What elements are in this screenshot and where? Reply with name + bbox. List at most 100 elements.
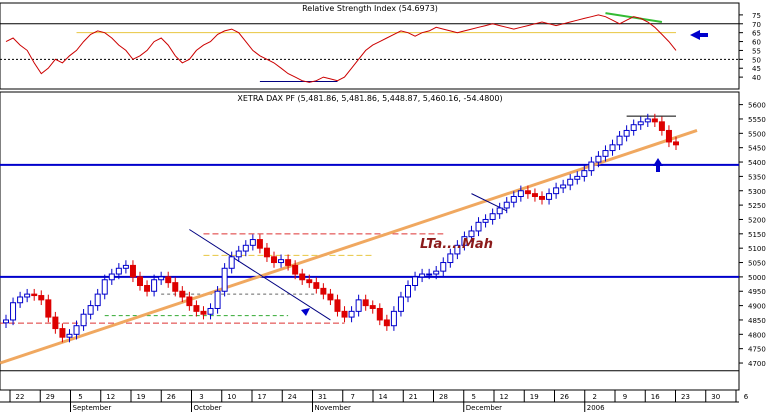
month-label: November — [315, 404, 352, 412]
candle-body — [539, 195, 545, 200]
candle-body — [87, 305, 94, 315]
candle-body — [320, 287, 327, 295]
candle-body — [31, 293, 38, 297]
candle-body — [38, 295, 45, 301]
date-tick-label: 26 — [167, 393, 176, 401]
price-tick-label: 4850 — [748, 317, 766, 325]
rsi-tick-label: 60 — [752, 39, 761, 47]
price-tick-label: 5100 — [748, 245, 766, 253]
rsi-line — [5, 14, 677, 83]
rsi-title: Relative Strength Index (54.6973) — [302, 4, 438, 13]
rsi-tick-label: 45 — [752, 65, 761, 73]
date-tick-label: 12 — [106, 393, 115, 401]
date-tick-label: 22 — [16, 393, 25, 401]
arrow-left-icon-stem — [700, 33, 708, 37]
candle-body — [242, 244, 249, 252]
price-y-axis: 4700 4750 4800 4850 4900 4950 5000 5050 5100 5150… — [739, 102, 766, 368]
price-tick-label: 5350 — [748, 173, 766, 181]
date-tick-label: 6 — [744, 393, 749, 401]
candle-body — [158, 276, 165, 281]
candle-body — [137, 276, 143, 287]
candle-body — [673, 141, 679, 146]
candle-body — [10, 302, 17, 321]
candle-body — [73, 325, 80, 335]
rsi-trend-line — [605, 12, 663, 23]
date-tick-label: 30 — [711, 393, 720, 401]
arrow-up-icon — [653, 158, 663, 166]
candle-body — [665, 129, 672, 143]
rsi-frame — [0, 2, 740, 90]
candle-body — [630, 124, 637, 131]
date-tick-label: 9 — [623, 393, 627, 401]
rsi-tick-label: 75 — [752, 12, 761, 20]
price-tick-label: 5500 — [748, 130, 766, 138]
candle-body — [412, 276, 419, 287]
candle-body — [517, 190, 524, 197]
candle-body — [637, 121, 644, 126]
candle-body — [235, 250, 242, 258]
date-tick-label: 19 — [137, 393, 146, 401]
trend-line — [0, 129, 698, 365]
candle-body — [574, 175, 581, 180]
date-axis: 22 29 5 12 19 26 3 10 17 24 31 7 14 21 28 5 12 19 26 2 9 16 23… — [9, 390, 749, 412]
rsi-tick-label: 65 — [752, 30, 761, 38]
candle-body — [256, 239, 263, 249]
candle-body — [496, 207, 503, 215]
price-tick-label: 5250 — [748, 202, 766, 210]
rsi-tick-label: 40 — [752, 74, 761, 82]
arrow-diag-icon — [301, 308, 310, 316]
candle-body — [468, 230, 475, 238]
candle-body — [249, 239, 256, 246]
candle-body — [193, 305, 200, 312]
price-tick-label: 4800 — [748, 331, 766, 339]
arrow-left-icon — [690, 30, 700, 40]
candle-body — [658, 121, 665, 131]
rsi-tick-label: 50 — [752, 56, 761, 64]
date-tick-label: 28 — [439, 393, 448, 401]
candle-body — [122, 264, 129, 269]
date-tick-label: 31 — [318, 393, 327, 401]
candle-body — [228, 256, 235, 269]
candle-body — [405, 285, 411, 298]
candle-body — [186, 296, 193, 307]
date-tick-label: 5 — [472, 393, 476, 401]
date-tick-label: 5 — [78, 393, 82, 401]
candle-body — [278, 259, 285, 264]
candle-body — [313, 282, 320, 289]
candle-body — [214, 290, 221, 309]
candle-body — [482, 218, 489, 223]
candlesticks — [3, 113, 679, 343]
candle-body — [362, 299, 369, 307]
date-tick-label: 10 — [227, 393, 236, 401]
candle-body — [200, 310, 207, 315]
price-tick-label: 5150 — [748, 231, 766, 239]
candle-body — [17, 296, 24, 304]
month-label: 2006 — [587, 404, 605, 412]
candle-body — [560, 184, 567, 189]
candle-body — [397, 296, 404, 312]
candle-body — [24, 293, 31, 298]
candle-body — [489, 213, 496, 220]
candle-body — [553, 187, 560, 195]
date-tick-label: 26 — [560, 393, 569, 401]
candle-body — [524, 190, 531, 195]
candle-body — [369, 305, 376, 309]
candle-body — [285, 259, 292, 266]
candle-body — [651, 118, 658, 123]
candle-body — [165, 276, 172, 284]
candle-body — [609, 144, 616, 152]
candle-body — [59, 328, 66, 338]
price-frame — [0, 91, 740, 391]
candle-body — [66, 333, 73, 338]
candle-body — [616, 135, 623, 146]
candle-body — [433, 270, 440, 275]
candle-body — [45, 299, 52, 318]
candle-body — [376, 307, 383, 321]
date-tick-label: 3 — [199, 393, 203, 401]
candle-body — [510, 195, 517, 203]
candle-body — [334, 299, 341, 312]
candle-body — [306, 279, 313, 284]
candle-body — [271, 256, 277, 264]
month-label: December — [466, 404, 502, 412]
rsi-tick-label: 55 — [752, 47, 761, 55]
